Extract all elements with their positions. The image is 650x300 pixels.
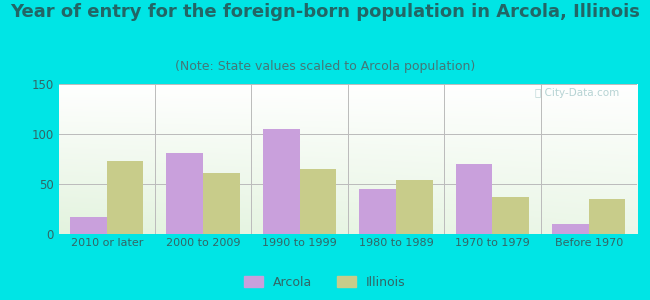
- Bar: [107, 161, 144, 234]
- Bar: [203, 173, 240, 234]
- Legend: Arcola, Illinois: Arcola, Illinois: [239, 271, 411, 294]
- Bar: [359, 189, 396, 234]
- Text: ⓘ City-Data.com: ⓘ City-Data.com: [536, 88, 619, 98]
- Bar: [166, 153, 203, 234]
- Bar: [263, 129, 300, 234]
- Text: (Note: State values scaled to Arcola population): (Note: State values scaled to Arcola pop…: [175, 60, 475, 73]
- Text: Year of entry for the foreign-born population in Arcola, Illinois: Year of entry for the foreign-born popul…: [10, 3, 640, 21]
- Bar: [300, 169, 336, 234]
- Bar: [70, 217, 107, 234]
- Bar: [396, 180, 433, 234]
- Bar: [552, 224, 589, 234]
- Bar: [456, 164, 493, 234]
- Bar: [493, 197, 529, 234]
- Bar: [589, 199, 625, 234]
